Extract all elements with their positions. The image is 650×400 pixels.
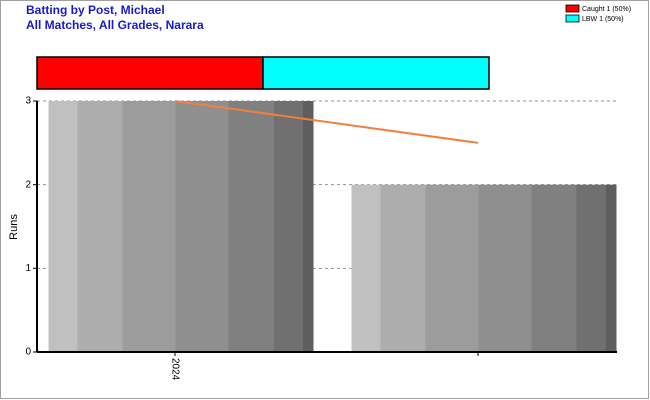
trend-line — [174, 100, 479, 144]
legend-swatch — [565, 4, 580, 13]
chart-title: Batting by Post, Michael — [26, 3, 165, 17]
y-axis-label: Runs — [8, 214, 20, 240]
legend-label: LBW 1 (50%) — [582, 16, 624, 23]
y-tick-label: 1 — [25, 263, 31, 274]
dismissal-segment — [36, 56, 264, 90]
x-tick-label: 2024 — [169, 358, 180, 381]
dismissal-segment — [262, 56, 490, 90]
y-tick-label: 2 — [25, 179, 31, 190]
legend-swatch — [565, 14, 580, 23]
y-tick-label: 0 — [25, 347, 31, 358]
legend-label: Caught 1 (50%) — [582, 6, 631, 13]
bar — [48, 101, 314, 352]
bar — [351, 184, 617, 352]
y-tick-label: 3 — [25, 96, 31, 107]
chart-subtitle: All Matches, All Grades, Narara — [26, 18, 204, 32]
